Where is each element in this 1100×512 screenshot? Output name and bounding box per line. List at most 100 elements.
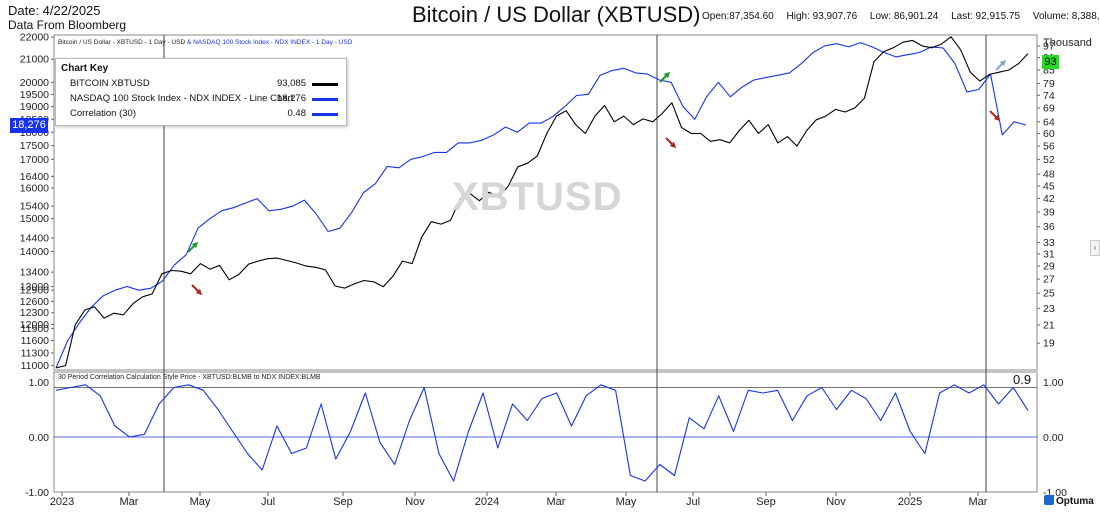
chart-key-label: Correlation (30): [70, 108, 136, 119]
ndx-last-value-badge: 18,276: [10, 118, 48, 133]
chart-key-swatch: [312, 83, 338, 86]
x-axis-tick-label: Nov: [405, 496, 425, 508]
x-axis-tick-label: 2025: [898, 496, 922, 508]
left-axis-tick-label: 11000: [21, 360, 50, 372]
chart-key-swatch: [312, 113, 338, 116]
open-value: Open:87,354.60: [702, 11, 774, 22]
chart-key-label: BITCOIN XBTUSD: [70, 78, 150, 89]
left-axis-tick-label: 15400: [20, 201, 49, 213]
low-value: Low: 86,901.24: [869, 11, 939, 22]
x-axis-tick-label: Mar: [969, 496, 988, 508]
chart-key-title: Chart Key: [61, 63, 109, 74]
right-axis-tick-label: 64: [1043, 116, 1055, 128]
right-axis-tick-label: 97: [1043, 40, 1055, 52]
right-axis-tick-label: 52: [1043, 154, 1055, 166]
right-axis-tick-label: 56: [1043, 141, 1055, 153]
left-axis-tick-label: 11300: [21, 347, 50, 359]
x-axis-tick-label: May: [190, 496, 211, 508]
left-axis-tick-label: 11900: [21, 323, 50, 335]
right-axis-tick-label: 69: [1043, 103, 1055, 115]
ndx-series-line: [55, 42, 1027, 369]
right-axis-tick-label: 39: [1043, 207, 1055, 219]
chart-key-value: 93,085: [276, 78, 306, 89]
main-panel-subtitle: Bitcoin / US Dollar - XBTUSD - 1 Day - U…: [58, 39, 352, 46]
left-axis-tick-label: 12600: [20, 296, 49, 308]
last-value: Last: 92,915.75: [951, 11, 1021, 22]
optuma-logo: Optuma: [1044, 495, 1094, 507]
left-axis-tick-label: 15000: [20, 213, 49, 225]
left-axis-tick-label: 17000: [20, 154, 49, 166]
watermark: XBTUSD: [452, 175, 623, 219]
correlation-series-line: [55, 384, 1029, 482]
x-axis-tick-label: May: [616, 496, 637, 508]
right-axis-tick-label: 85: [1043, 65, 1055, 77]
main-subtitle-btc: Bitcoin / US Dollar - XBTUSD - 1 Day - U…: [58, 39, 186, 46]
x-axis-tick-label: Jul: [261, 496, 275, 508]
chart-key-row-corr[interactable]: Correlation (30) 0.48: [70, 108, 340, 122]
up-arrow-icon: [659, 71, 671, 83]
correlation-left-tick-label: 1.00: [29, 377, 50, 389]
x-axis-tick-label: Nov: [826, 496, 846, 508]
x-axis-tick-label: Mar: [547, 496, 566, 508]
right-axis-tick-label: 29: [1043, 261, 1055, 273]
left-axis-tick-label: 14400: [20, 233, 49, 245]
right-axis-tick-label: 74: [1043, 90, 1055, 102]
right-axis-tick-label: 23: [1043, 303, 1055, 315]
left-axis-tick-label: 17500: [20, 140, 49, 152]
high-value: High: 93,907.76: [786, 11, 858, 22]
btc-last-value-badge: 93: [1042, 55, 1059, 69]
chart-key-row-btc[interactable]: BITCOIN XBTUSD 93,085: [70, 78, 340, 92]
right-axis-tick-label: 21: [1043, 319, 1055, 331]
left-axis-tick-label: 13400: [20, 267, 49, 279]
left-axis-tick-label: 14000: [20, 246, 49, 258]
right-axis-tick-label: 27: [1043, 274, 1055, 286]
down-arrow-icon: [665, 137, 677, 149]
chart-date: Date: 4/22/2025: [8, 3, 101, 18]
chart-key-row-ndx[interactable]: NASDAQ 100 Stock Index - NDX INDEX - Lin…: [70, 93, 340, 107]
right-axis-unit: Thousand: [1043, 37, 1092, 49]
correlation-panel-frame: [53, 371, 1038, 493]
right-axis-tick-label: 31: [1043, 248, 1055, 260]
x-axis-tick-label: 2024: [475, 496, 499, 508]
left-axis-tick-label: 19000: [20, 101, 49, 113]
x-axis-tick-label: Sep: [333, 496, 353, 508]
left-axis-tick-label: 19500: [20, 89, 49, 101]
x-axis-tick-label: Mar: [120, 496, 139, 508]
right-axis-tick-label: 36: [1043, 221, 1055, 233]
btc-series-line: [55, 36, 1029, 369]
left-axis-tick-label: 16400: [20, 171, 49, 183]
x-axis-tick-label: 2023: [50, 496, 74, 508]
chart-key-value: 0.48: [287, 108, 307, 119]
left-axis-tick-label: 20000: [20, 77, 49, 89]
chart-key-value: 18,276: [276, 93, 306, 104]
left-axis-tick-label: 12300: [20, 307, 49, 319]
right-axis-tick-label: 79: [1043, 78, 1055, 90]
right-axis-tick-label: 25: [1043, 288, 1055, 300]
up-arrow-icon: [187, 241, 199, 253]
main-panel-frame: [53, 34, 1038, 371]
ohlc-readout: Open:87,354.60 High: 93,907.76 Low: 86,9…: [702, 11, 1100, 22]
correlation-last-label: 0.9: [1013, 372, 1032, 387]
correlation-left-tick-label: -1.00: [25, 487, 49, 499]
left-axis-tick-label: 21000: [20, 54, 49, 66]
correlation-left-tick-label: 0.00: [29, 432, 50, 444]
data-source: Data From Bloomberg: [8, 18, 127, 32]
correlation-panel-title: 30 Period Correlation Calculation Style …: [58, 374, 321, 381]
logo-text: Optuma: [1056, 496, 1094, 507]
right-axis-tick-label: 45: [1043, 180, 1055, 192]
collapse-panel-tab[interactable]: ‹: [1090, 240, 1100, 256]
down-arrow-icon: [989, 110, 1001, 122]
main-subtitle-ndx: & NASDAQ 100 Stock Index - NDX INDEX - 1…: [186, 39, 353, 46]
chart-key[interactable]: Chart Key BITCOIN XBTUSD 93,085 NASDAQ 1…: [55, 58, 347, 126]
header-left: Date: 4/22/2025 Data From Bloomberg: [8, 3, 127, 33]
x-axis-tick-label: Sep: [756, 496, 776, 508]
left-axis-tick-label: 22000: [20, 32, 49, 44]
right-axis-tick-label: 60: [1043, 128, 1055, 140]
left-axis-tick-label: 12000: [20, 319, 49, 331]
correlation-right-tick-label: 0.00: [1043, 432, 1064, 444]
up-arrow-icon: [995, 59, 1007, 71]
optuma-logo-icon: [1044, 495, 1054, 505]
chart-key-swatch: [312, 98, 338, 101]
left-axis-tick-label: 16000: [20, 183, 49, 195]
